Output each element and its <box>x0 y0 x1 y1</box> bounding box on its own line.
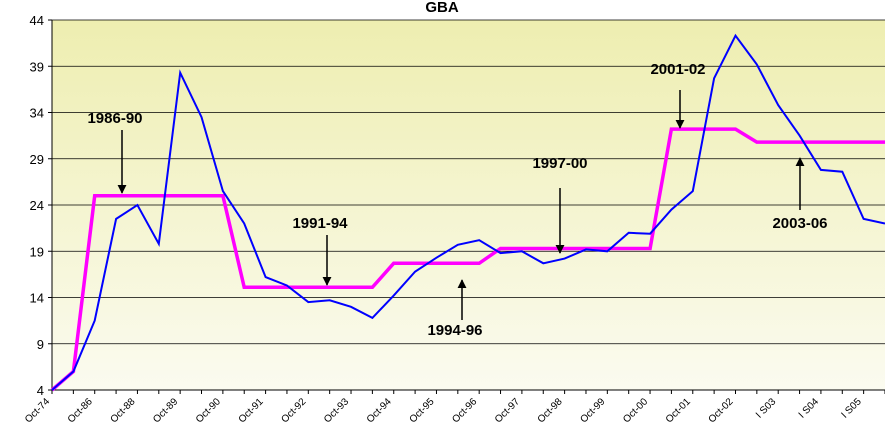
x-tick-label: I S04 <box>797 396 822 421</box>
x-tick-label: Oct-93 <box>322 396 351 425</box>
x-tick-label: Oct-00 <box>621 396 650 425</box>
x-tick-label: Oct-01 <box>664 396 693 425</box>
y-tick-label: 39 <box>30 59 44 74</box>
x-tick-label: Oct-92 <box>279 396 308 425</box>
y-tick-label: 4 <box>37 383 44 398</box>
x-tick-label: Oct-99 <box>578 396 607 425</box>
x-tick-label: Oct-98 <box>536 396 565 425</box>
y-tick-label: 29 <box>30 152 44 167</box>
x-tick-label: Oct-97 <box>493 396 522 425</box>
x-tick-label: Oct-90 <box>194 396 223 425</box>
y-tick-label: 44 <box>30 13 44 28</box>
annotation: 2001-02 <box>650 61 705 78</box>
y-tick-label: 24 <box>30 198 44 213</box>
x-tick-label: I S05 <box>839 396 864 421</box>
annotation: 2003-06 <box>772 215 827 232</box>
x-tick-label: Oct-91 <box>237 396 266 425</box>
y-tick-label: 9 <box>37 337 44 352</box>
annotation: 1986-90 <box>87 110 142 127</box>
x-tick-label: Oct-86 <box>66 396 95 425</box>
arrows <box>117 90 805 320</box>
x-tick-label: Oct-88 <box>109 396 138 425</box>
x-tick-label: Oct-94 <box>365 396 394 425</box>
x-tick-label: Oct-95 <box>408 396 437 425</box>
chart-title: GBA <box>425 0 459 16</box>
x-tick-label: Oct-89 <box>151 396 180 425</box>
x-tick-label: Oct-02 <box>707 396 736 425</box>
x-tick-label: I S03 <box>754 396 779 421</box>
y-tick-label: 14 <box>30 291 44 306</box>
annotation: 1997-00 <box>532 155 587 172</box>
x-tick-label: Oct-74 <box>23 396 52 425</box>
x-tick-label: Oct-96 <box>450 396 479 425</box>
annotation: 1994-96 <box>427 322 482 339</box>
annotation: 1991-94 <box>292 215 348 232</box>
y-tick-label: 19 <box>30 244 44 259</box>
y-tick-label: 34 <box>30 106 44 121</box>
series-line <box>50 127 885 392</box>
series-line <box>51 33 885 391</box>
